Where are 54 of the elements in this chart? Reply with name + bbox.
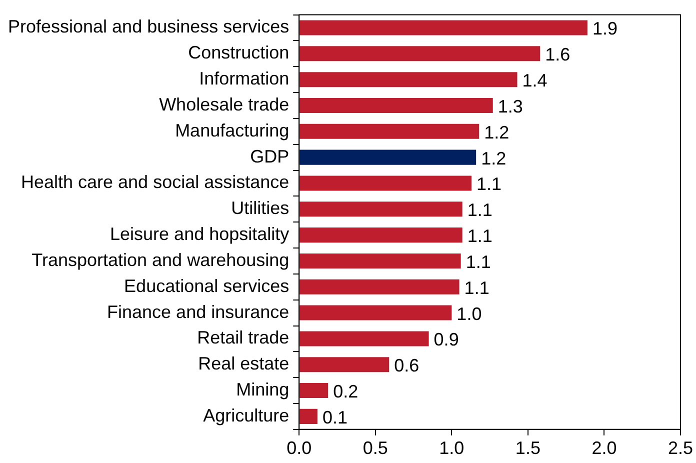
bar [300,46,540,62]
y-tick-label: Finance and insurance [107,302,290,322]
bar [300,383,328,398]
data-label: 1.2 [481,148,506,168]
y-tick-label: Information [199,68,290,89]
y-tick-label: Health care and social assistance [20,172,290,192]
x-tick-label: 1.0 [439,438,464,458]
bar [300,305,452,320]
data-label: 1.4 [522,70,548,91]
bar [300,98,493,114]
data-label: 0.1 [322,407,348,428]
bar [300,124,480,139]
y-tick-label: Wholesale trade [159,94,290,114]
bar [300,72,518,88]
x-tick-label: 0.5 [362,438,388,458]
bar [300,20,588,36]
y-tick-label: Professional and business services [8,16,290,37]
bar [300,331,429,346]
data-label: 0.9 [434,330,459,350]
bar [300,202,462,217]
bar [300,357,390,372]
data-label: 1.1 [476,174,502,194]
data-label: 0.2 [333,382,358,402]
y-tick-label: Leisure and hopsitality [110,224,290,244]
y-tick-label: Mining [236,380,290,400]
data-label: 0.6 [394,356,420,376]
x-tick-label: 1.5 [515,438,540,458]
data-label: 1.1 [466,252,491,272]
y-tick-label: Construction [188,42,290,63]
data-label: 1.9 [592,18,618,39]
x-tick-label: 2.0 [592,438,617,458]
bar [300,176,472,191]
bar [300,279,460,294]
y-tick-label: Retail trade [197,328,290,348]
y-tick-label: Manufacturing [175,120,290,140]
y-tick-label: Real estate [198,354,290,374]
bar [300,253,461,268]
x-tick-label: 0.0 [286,438,312,458]
y-tick-label: GDP [250,146,290,166]
bar [300,150,476,165]
bar [300,228,462,243]
data-label: 1.1 [464,278,490,298]
y-tick-label: Educational services [124,276,290,296]
y-tick-label: Agriculture [203,405,290,426]
x-tick-label: 2.5 [668,438,694,458]
data-label: 1.3 [498,96,523,116]
data-label: 1.1 [467,200,492,220]
data-label: 1.6 [545,44,570,65]
data-label: 1.2 [484,122,510,142]
y-tick-label: Utilities [231,198,290,218]
data-label: 1.0 [456,304,482,324]
data-label: 1.1 [467,226,492,246]
bar [300,408,318,424]
y-tick-label: Transportation and warehousing [32,250,290,270]
